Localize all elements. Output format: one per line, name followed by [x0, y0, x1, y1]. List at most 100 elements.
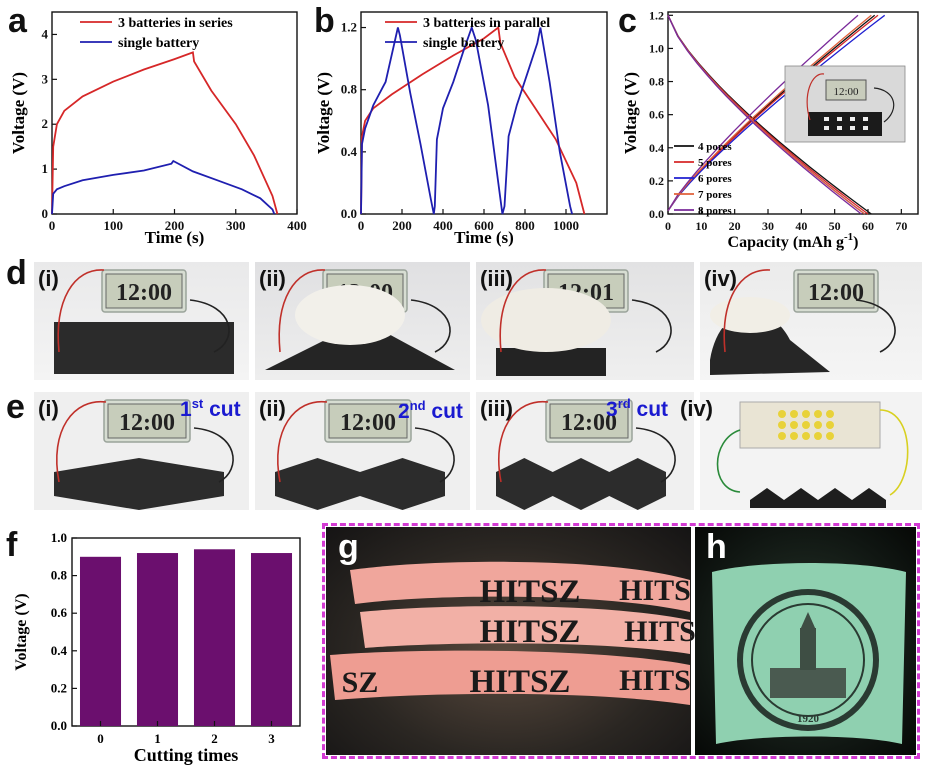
cut-label-2: 2nd cut — [398, 398, 463, 423]
x-tick-label: 1000 — [553, 218, 579, 233]
label-d-i: (i) — [38, 266, 59, 291]
clock-d-4-digits: 12:00 — [808, 280, 864, 306]
x-tick-label: 200 — [392, 218, 412, 233]
y-axis-label: Voltage (V) — [13, 593, 30, 670]
fabric-d-1 — [54, 322, 234, 374]
inset-wire-black — [873, 87, 895, 123]
y-tick-label: 1.0 — [51, 530, 67, 545]
hitsz-text-2b: HITS — [624, 615, 696, 648]
x-tick-label: 200 — [165, 218, 185, 233]
y-tick-label: 0.0 — [341, 206, 357, 221]
inset-clock — [825, 79, 867, 101]
y-tick-label: 1.2 — [649, 8, 664, 22]
legend-label-4: 7 pores — [698, 189, 732, 201]
red-wire-e-3 — [497, 400, 549, 483]
x-tick-label: 0 — [97, 731, 104, 746]
panel-label-b: b — [314, 2, 335, 40]
panel-label-h: h — [706, 528, 727, 566]
label-e-ii: (ii) — [259, 396, 286, 421]
x-tick-label: 400 — [433, 218, 453, 233]
green-wire — [716, 429, 741, 493]
label-d-ii: (ii) — [259, 266, 286, 291]
y-axis-label: Voltage (V) — [621, 72, 640, 154]
inset-wire-red — [806, 73, 825, 121]
glow-band-3 — [330, 650, 690, 705]
inset-pore — [850, 126, 855, 130]
clock-e-1-digits: 12:00 — [119, 410, 175, 436]
black-wire-d-1 — [189, 299, 230, 353]
bar-1 — [136, 553, 179, 726]
y-tick-label: 0.4 — [51, 643, 68, 658]
black-wire-d-2 — [410, 299, 451, 353]
emblem-ring-inner — [751, 603, 865, 717]
x-tick-label: 3 — [268, 731, 275, 746]
discharge-curve-5 — [667, 15, 862, 215]
x-tick-label: 40 — [795, 219, 807, 233]
legend-label-2: single battery — [423, 36, 504, 51]
black-wire-e-3 — [635, 427, 676, 483]
panel-label-c: c — [618, 2, 637, 40]
legend-label-1: 4 pores — [698, 141, 732, 153]
label-d-iv: (iv) — [704, 266, 737, 291]
cut-label-3: 3rd cut — [606, 396, 669, 421]
clock-e-2-screen — [328, 403, 408, 439]
x-tick-label: 30 — [762, 219, 774, 233]
emblem-year: 1920 — [797, 713, 820, 725]
charge-curve-4 — [667, 14, 872, 212]
inset-clock-digits: 12:00 — [833, 86, 859, 98]
plot-frame — [71, 537, 301, 727]
label-d-iii: (iii) — [480, 266, 513, 291]
red-wire-d-1 — [57, 269, 105, 353]
label-e-iii: (iii) — [480, 396, 513, 421]
led — [778, 410, 786, 418]
led — [778, 432, 786, 440]
panel-label-d: d — [6, 254, 27, 292]
panel-label-f: f — [6, 526, 18, 564]
legend-label-2: single battery — [118, 36, 199, 51]
glow-band-1 — [350, 561, 690, 612]
y-axis-label: Voltage (V) — [314, 72, 333, 154]
red-wire-d-3 — [499, 269, 547, 353]
x-tick-label: 0 — [665, 219, 671, 233]
glow-band-2 — [360, 606, 690, 654]
y-tick-label: 3 — [42, 71, 49, 86]
legend-label-5: 8 pores — [698, 205, 732, 217]
led — [814, 432, 822, 440]
y-tick-label: 1.0 — [649, 41, 664, 55]
red-wire-d-4 — [723, 269, 771, 353]
legend-label-1: 3 batteries in parallel — [423, 16, 550, 31]
led — [790, 410, 798, 418]
emblem-building — [770, 668, 846, 698]
hitsz-text-3b: HITS — [619, 664, 691, 697]
emblem-ring-outer — [737, 589, 879, 731]
y-tick-label: 4 — [42, 26, 49, 41]
red-wire-e-1 — [55, 400, 107, 483]
charge-curve-2 — [667, 14, 879, 212]
inset-pore — [863, 117, 868, 121]
fabric-e-4 — [750, 488, 886, 508]
inset-electrode — [808, 112, 882, 136]
charge-curve-5 — [667, 14, 859, 212]
x-axis-label: Time (s) — [454, 228, 514, 247]
inset-pore — [850, 117, 855, 121]
black-wire-e-2 — [414, 427, 455, 483]
x-tick-label: 0 — [358, 218, 365, 233]
panel-label-e: e — [6, 388, 25, 426]
gh-frame — [322, 523, 920, 759]
x-axis-label: Cutting times — [134, 745, 239, 765]
x-tick-label: 10 — [695, 219, 707, 233]
panel-label-g: g — [338, 528, 359, 566]
y-tick-label: 0.4 — [649, 141, 664, 155]
panel-label-a: a — [8, 2, 27, 40]
x-tick-label: 800 — [515, 218, 535, 233]
hitsz-text-2: HITSZ — [480, 614, 581, 650]
emblem-spire — [800, 612, 816, 630]
legend-label-2: 5 pores — [698, 157, 732, 169]
inset-pore — [837, 126, 842, 130]
y-tick-label: 1.2 — [341, 20, 357, 35]
led — [790, 432, 798, 440]
fabric-e-3 — [496, 458, 666, 510]
series-line-1 — [360, 25, 586, 215]
